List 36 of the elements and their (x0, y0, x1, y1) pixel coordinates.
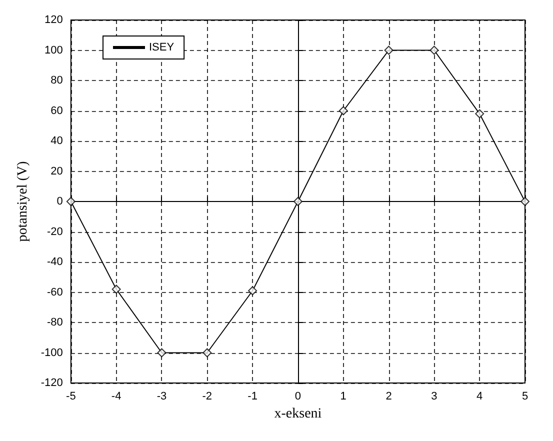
y-tick-label: -60 (47, 286, 63, 298)
x-tick-label: 4 (476, 390, 483, 402)
point (475, 109, 484, 118)
y-tick-label: -40 (47, 256, 63, 268)
y-tick-label: 120 (44, 14, 63, 26)
y-tick-label: -80 (47, 316, 63, 328)
point (384, 46, 394, 55)
y-tick-label: 40 (50, 135, 63, 147)
y-axis-title: potansiyel (V) (16, 160, 30, 242)
y-tick-label: -100 (40, 346, 63, 359)
y-tick-label: -120 (40, 377, 63, 389)
point (430, 46, 439, 55)
y-tick-label: 80 (50, 74, 63, 86)
y-tick-label: 0 (56, 196, 63, 208)
y-tick-label: -20 (47, 226, 63, 238)
x-tick-label: 3 (431, 390, 438, 402)
point (202, 348, 212, 358)
x-tick-label: 2 (386, 390, 392, 402)
point (338, 106, 348, 116)
y-tick-label: 100 (44, 44, 63, 56)
y-tick-label: 60 (50, 104, 63, 117)
x-tick-label: -4 (111, 390, 122, 402)
x-tick-label: -1 (248, 390, 258, 402)
x-axis-title: x-ekseni (274, 406, 322, 422)
point (248, 286, 258, 296)
point (157, 348, 166, 358)
point (112, 284, 121, 294)
x-tick-label: 1 (340, 390, 346, 402)
x-tick-label: -3 (156, 390, 167, 402)
legend-label: ISEY (149, 42, 175, 54)
x-tick-label: -5 (66, 390, 76, 402)
x-tick-label: -2 (202, 390, 212, 402)
x-tick-label: 0 (294, 390, 302, 402)
x-tick-label: 5 (522, 390, 528, 402)
y-tick-label: 20 (50, 165, 63, 178)
point (293, 197, 302, 206)
